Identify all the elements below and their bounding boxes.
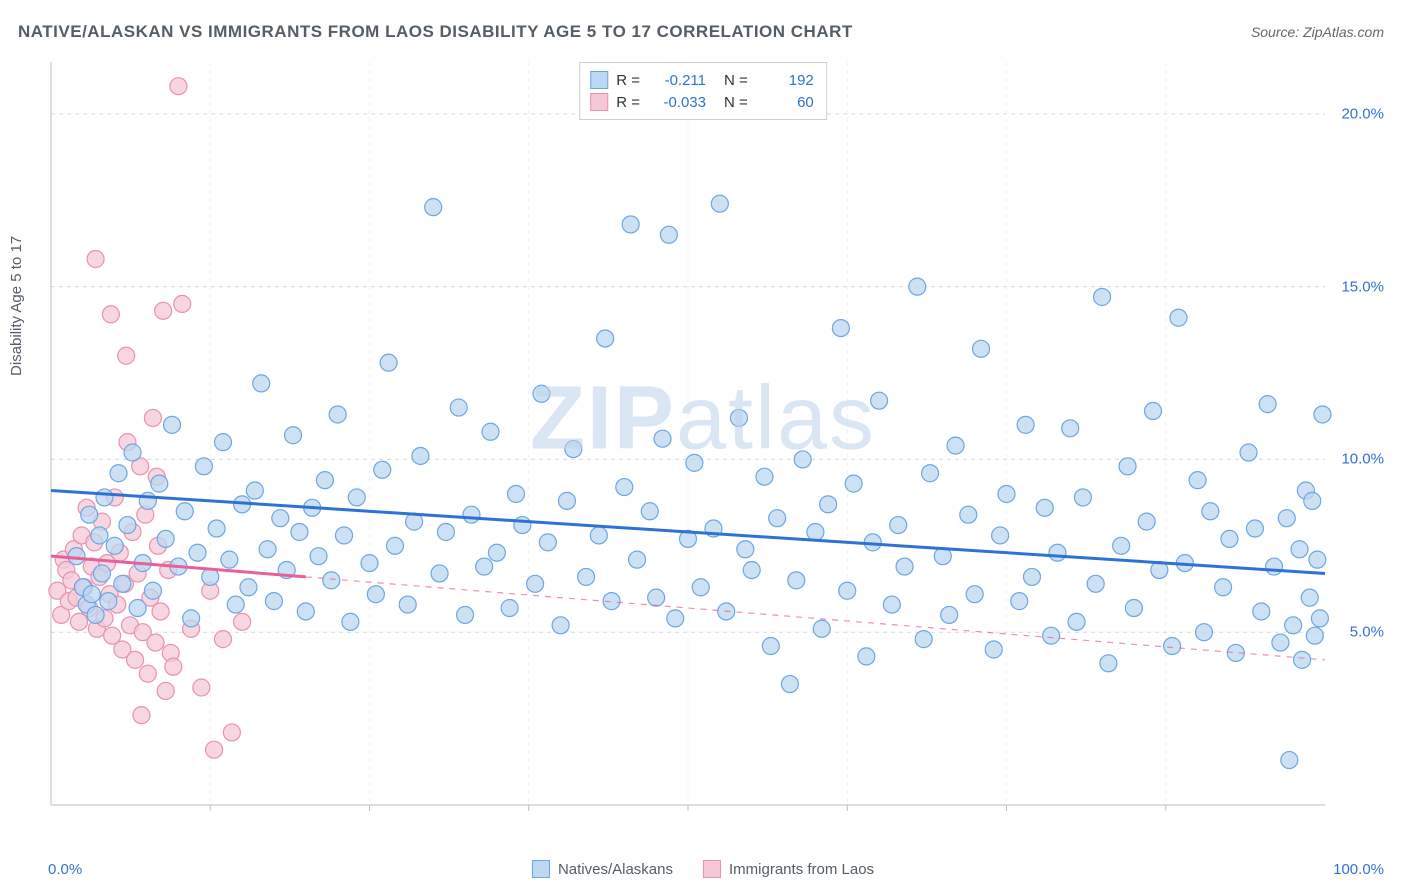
- y-tick-label: 20.0%: [1341, 105, 1384, 122]
- legend-swatch-series2: [590, 93, 608, 111]
- plot-svg: [45, 58, 1385, 833]
- legend-r-series1: -0.211: [648, 72, 706, 89]
- legend-r-prefix: R =: [616, 72, 640, 89]
- legend-n-series2: 60: [756, 94, 814, 111]
- y-tick-label: 10.0%: [1341, 451, 1384, 468]
- legend-n-series1: 192: [756, 72, 814, 89]
- xlegend-label-series1: Natives/Alaskans: [558, 861, 673, 878]
- scatter-plot: [45, 58, 1385, 833]
- legend-row-series2: R = -0.033 N = 60: [590, 91, 814, 113]
- legend-row-series1: R = -0.211 N = 192: [590, 69, 814, 91]
- xlegend-swatch-series2: [703, 860, 721, 878]
- xlegend-item-series2: Immigrants from Laos: [703, 860, 874, 878]
- y-axis-label: Disability Age 5 to 17: [8, 236, 25, 376]
- legend-r-prefix: R =: [616, 94, 640, 111]
- xlegend-swatch-series1: [532, 860, 550, 878]
- legend-n-prefix: N =: [724, 94, 748, 111]
- x-axis-series-legend: Natives/Alaskans Immigrants from Laos: [532, 860, 874, 878]
- xlegend-label-series2: Immigrants from Laos: [729, 861, 874, 878]
- source-prefix: Source:: [1251, 24, 1303, 40]
- chart-title: NATIVE/ALASKAN VS IMMIGRANTS FROM LAOS D…: [18, 22, 853, 42]
- source-name: ZipAtlas.com: [1303, 24, 1384, 40]
- legend-n-prefix: N =: [724, 72, 748, 89]
- y-tick-label: 5.0%: [1350, 624, 1384, 641]
- source-attribution: Source: ZipAtlas.com: [1251, 24, 1384, 40]
- correlation-legend: R = -0.211 N = 192 R = -0.033 N = 60: [579, 62, 827, 120]
- x-tick-max: 100.0%: [1333, 861, 1384, 878]
- legend-swatch-series1: [590, 71, 608, 89]
- legend-r-series2: -0.033: [648, 94, 706, 111]
- y-tick-label: 15.0%: [1341, 278, 1384, 295]
- x-tick-min: 0.0%: [48, 861, 82, 878]
- xlegend-item-series1: Natives/Alaskans: [532, 860, 673, 878]
